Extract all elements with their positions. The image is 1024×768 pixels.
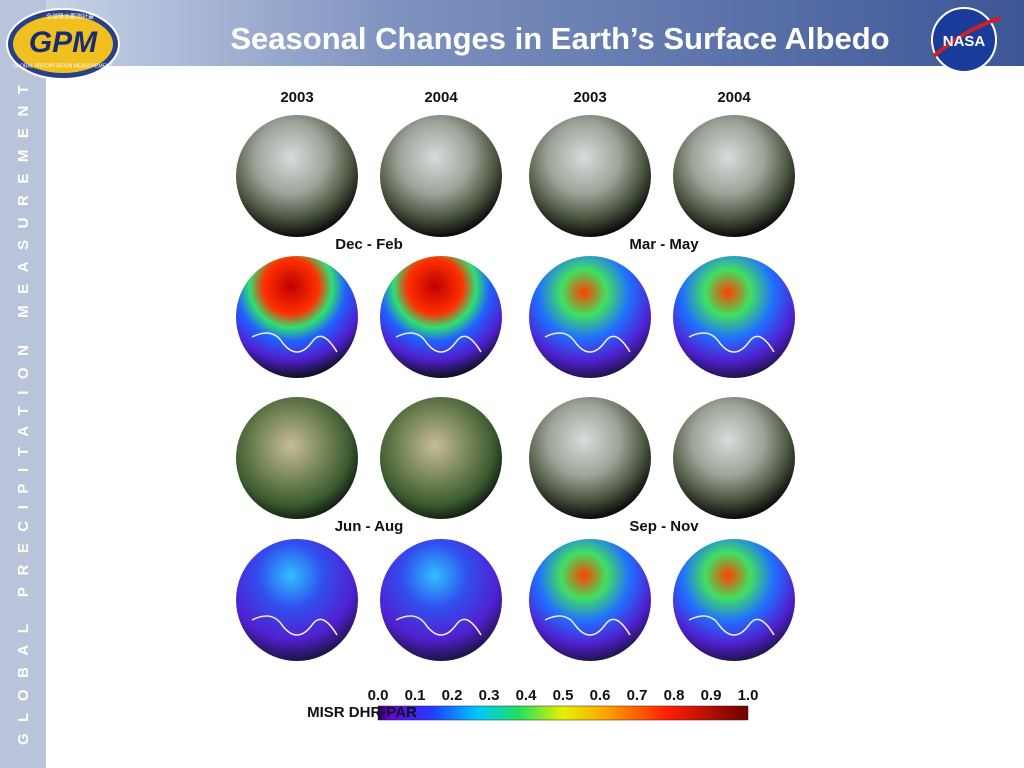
- coastline: [251, 332, 338, 353]
- colorbar-tick: 0.7: [627, 687, 648, 704]
- globe: [673, 256, 795, 378]
- season-label: Dec - Feb: [335, 236, 403, 253]
- coastline: [395, 332, 482, 353]
- globe: [673, 115, 795, 237]
- gpm-logo-text: GPM: [29, 26, 98, 59]
- globe: [380, 539, 502, 661]
- globe: [380, 115, 502, 237]
- colorbar-tick: 0.6: [590, 687, 611, 704]
- coastline: [544, 332, 631, 353]
- coastline: [688, 332, 775, 353]
- gpm-logo-inner: [13, 15, 113, 73]
- colorbar-tick: 0.2: [442, 687, 463, 704]
- sidebar: [0, 0, 46, 768]
- colorbar: [377, 705, 749, 721]
- nasa-logo-swoosh: [932, 16, 1001, 58]
- colorbar-tick: 0.9: [701, 687, 722, 704]
- coastline: [688, 615, 775, 636]
- globe: [673, 539, 795, 661]
- colorbar-label: MISR DHR-PAR: [307, 704, 417, 721]
- season-label: Sep - Nov: [629, 518, 699, 535]
- colorbar-tick: 0.5: [553, 687, 574, 704]
- year-label: 2004: [424, 89, 458, 106]
- globe: [380, 256, 502, 378]
- year-label: 2004: [717, 89, 751, 106]
- globe: [236, 256, 358, 378]
- globe: [529, 539, 651, 661]
- globe: [236, 539, 358, 661]
- gpm-logo-caption: 全球降水觀測計畫: [46, 13, 94, 21]
- colorbar-tick: 0.1: [405, 687, 426, 704]
- coastline: [251, 615, 338, 636]
- globe: [529, 397, 651, 519]
- globe: [236, 397, 358, 519]
- season-label: Mar - May: [629, 236, 699, 253]
- figure: 2003 2004 2003 2004 Dec - Feb Mar - May Jun - …: [236, 89, 795, 661]
- globe: [236, 115, 358, 237]
- colorbar-tick: 0.0: [368, 687, 389, 704]
- gpm-logo-subtitle: GLOBAL PRECIPITATION MEASUREMENT: [13, 63, 112, 69]
- colorbar-tick: 0.3: [479, 687, 500, 704]
- coastline: [544, 615, 631, 636]
- coastline: [395, 615, 482, 636]
- nasa-logo-text: NASA: [943, 33, 986, 50]
- colorbar-tick: 0.4: [516, 687, 538, 704]
- globe: [529, 115, 651, 237]
- globe: [529, 256, 651, 378]
- title: Seasonal Changes in Earth’s Surface Albe…: [230, 21, 889, 56]
- sidebar-text: GLOBAL PRECIPITATION MEASUREMENT: [15, 85, 32, 745]
- colorbar-tick: 0.8: [664, 687, 685, 704]
- year-label: 2003: [280, 89, 313, 106]
- colorbar-tick: 1.0: [738, 687, 759, 704]
- season-label: Jun - Aug: [335, 518, 404, 535]
- globe: [673, 397, 795, 519]
- globe: [380, 397, 502, 519]
- year-label: 2003: [573, 89, 606, 106]
- banner: [46, 0, 1024, 66]
